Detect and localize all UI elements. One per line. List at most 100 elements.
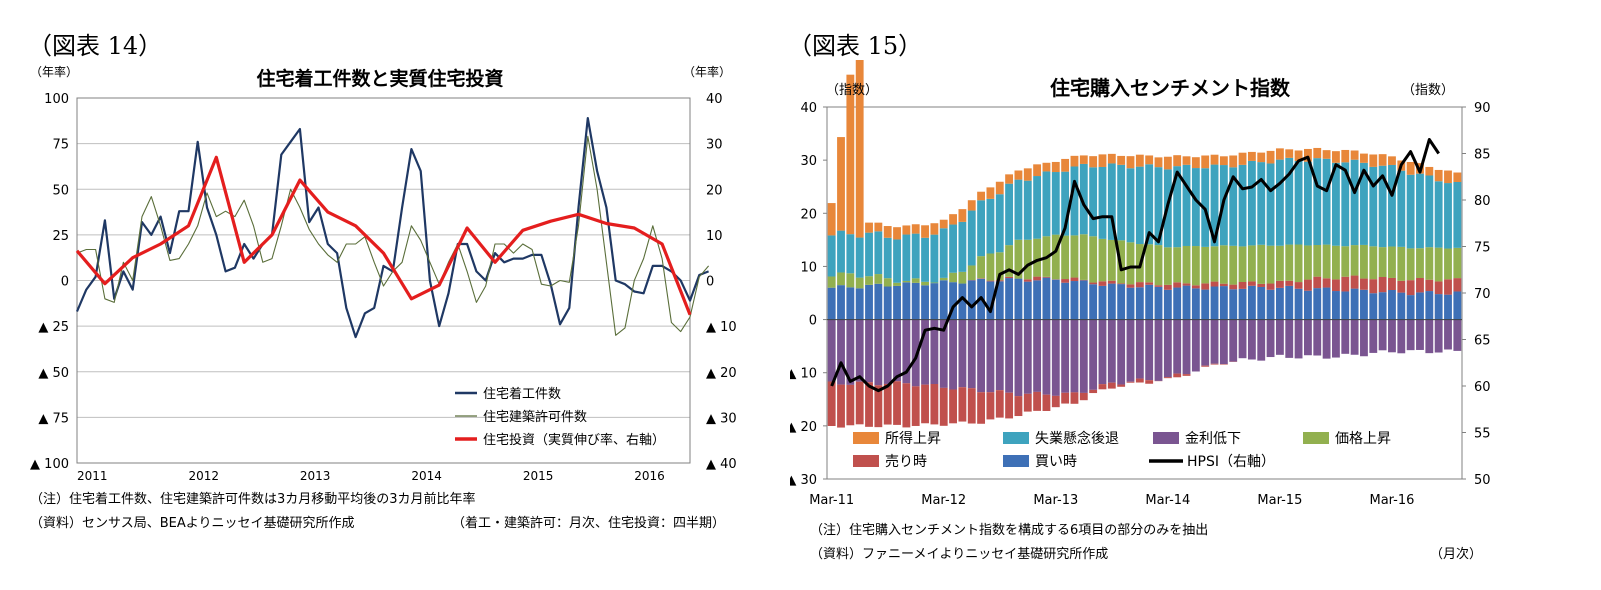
chart2-bar-segment [921, 237, 929, 282]
chart2-bar-segment [1285, 244, 1294, 281]
chart2-bar-segment [995, 280, 1004, 282]
chart2-bar-segment [1341, 162, 1350, 247]
chart2-bar-segment [1173, 247, 1182, 283]
chart1-series-line-0 [75, 116, 709, 339]
chart2-bar-segment [1294, 150, 1303, 162]
chart2-bar-segment [1257, 286, 1266, 320]
chart2-bar-segment [1397, 246, 1406, 281]
chart2-bar-segment [1313, 319, 1322, 356]
chart2-bar-segment [1098, 384, 1107, 390]
chart1-right-tick-label: 40 [706, 92, 723, 107]
chart2-bar-segment [1061, 319, 1070, 393]
chart2-hpsi-line [830, 138, 1440, 393]
chart2-bar-segment [837, 285, 845, 320]
chart2-bar-segment [883, 278, 892, 287]
chart2-bar-segment [911, 233, 920, 279]
chart2-bar-segment [1285, 280, 1294, 286]
chart2-bar-segment [1406, 174, 1415, 249]
chart2-bar-segment [846, 319, 855, 385]
chart2-left-tick-label: 20 [800, 207, 817, 222]
chart2-bar-segment [1005, 245, 1014, 277]
chart2-title: 住宅購入センチメント指数 [1050, 76, 1291, 100]
chart2-bar-segment [921, 384, 929, 424]
chart1-left-tick-label: 25 [52, 229, 69, 244]
chart1-legend-label: 住宅建築許可件数 [483, 410, 587, 425]
chart2-bar-segment [1145, 244, 1154, 283]
chart2-bar-segment [855, 277, 864, 289]
chart2-bar-segment [1107, 163, 1116, 240]
chart2-bar-segment [1126, 168, 1135, 243]
chart2-bar-segment [1453, 181, 1462, 248]
chart2-bar-segment [1089, 156, 1098, 168]
chart2-bar-segment [883, 237, 892, 279]
chart2-bar-segment [1229, 319, 1238, 362]
chart2-bar-segment [1042, 162, 1051, 172]
chart1-legend-label: 住宅着工件数 [483, 386, 561, 402]
chart2-bar-segment [1332, 245, 1340, 280]
chart2-bar-segment [1453, 291, 1462, 320]
chart2-bar-segment [1070, 277, 1079, 282]
chart2-bar-segment [1210, 319, 1219, 364]
chart2-bar-segment [1257, 162, 1266, 245]
chart2-bar-segment [1154, 157, 1163, 168]
chart2-bar-segment [1182, 283, 1191, 286]
chart2-bar-segment [902, 234, 911, 281]
chart2-legend-swatch [853, 455, 879, 467]
chart2-bar-segment [958, 283, 967, 320]
chart2-bar-segment [977, 191, 986, 201]
chart2-bar-segment [1350, 275, 1359, 289]
chart2-bar-segment [1416, 277, 1424, 293]
chart2-bar-segment [1033, 276, 1042, 281]
chart2-bar-segment [1444, 248, 1452, 280]
chart2-bar-segment [1201, 319, 1210, 366]
chart1-x-tick-label: 2012 [188, 469, 219, 483]
chart2-bar-segment [1098, 281, 1107, 286]
figure-14-label: （図表 14） [28, 32, 163, 60]
chart2-source: （資料）ファニーメイよりニッセイ基礎研究所作成 [810, 547, 1109, 562]
chart2-bar-segment [1294, 244, 1303, 283]
chart1-legend-label: 住宅投資（実質伸び率、右軸） [483, 432, 665, 448]
chart2-bar-segment [1257, 244, 1266, 284]
chart2-bar-segment [1313, 158, 1322, 246]
chart2-bar-segment [893, 319, 901, 382]
chart2-bar-segment [1145, 164, 1154, 245]
chart2-bar-segment [1061, 392, 1070, 404]
chart2-bar-segment [1425, 247, 1434, 280]
chart2-right-tick-label: 90 [1474, 101, 1491, 116]
chart2-bar-segment [911, 386, 920, 426]
chart2-bar-segment [1135, 282, 1144, 288]
chart2-bar-segment [977, 392, 986, 424]
chart2-bar-segment [1089, 282, 1098, 285]
chart2-right-tick-label: 60 [1474, 380, 1491, 395]
chart2-left-axis-label: （指数） [826, 83, 878, 98]
chart2-bar-segment [1051, 395, 1060, 408]
chart2-bar-segment [1444, 294, 1452, 320]
chart2-bar-segment [1033, 319, 1042, 392]
chart2-bar-segment [986, 280, 995, 282]
chart2-bar-segment [1303, 161, 1312, 246]
chart2-bar-segment [1033, 176, 1042, 239]
chart2-bar-segment [1275, 319, 1284, 355]
chart2-bar-segment [1360, 278, 1368, 290]
chart2-bar-segment [1135, 378, 1144, 383]
chart2-bar-segment [1332, 151, 1340, 163]
chart2-bar-segment [837, 319, 845, 385]
chart2-bar-segment [1453, 247, 1462, 279]
chart2-bar-segment [986, 253, 995, 281]
chart2-bar-segment [1229, 284, 1238, 290]
chart2-bar-segment [939, 228, 948, 278]
chart2-bar-segment [1173, 155, 1182, 167]
chart2-bar-segment [1070, 235, 1079, 278]
chart2-bar-segment [1135, 154, 1144, 167]
chart2-bar-segment [837, 384, 845, 428]
chart2-bar-segment [1079, 163, 1088, 235]
chart2-bar-segment [1406, 248, 1415, 281]
chart2-bar-segment [1145, 284, 1154, 320]
chart2-bar-segment [827, 319, 836, 382]
chart2-legend-label: 売り時 [885, 454, 927, 470]
chart2-bar-segment [1341, 319, 1350, 354]
chart2-bar-segment [1229, 167, 1238, 246]
chart2-legend-label: 金利低下 [1185, 431, 1241, 447]
chart2-bar-segment [1219, 364, 1228, 365]
chart2-legend-swatch [1003, 432, 1029, 444]
